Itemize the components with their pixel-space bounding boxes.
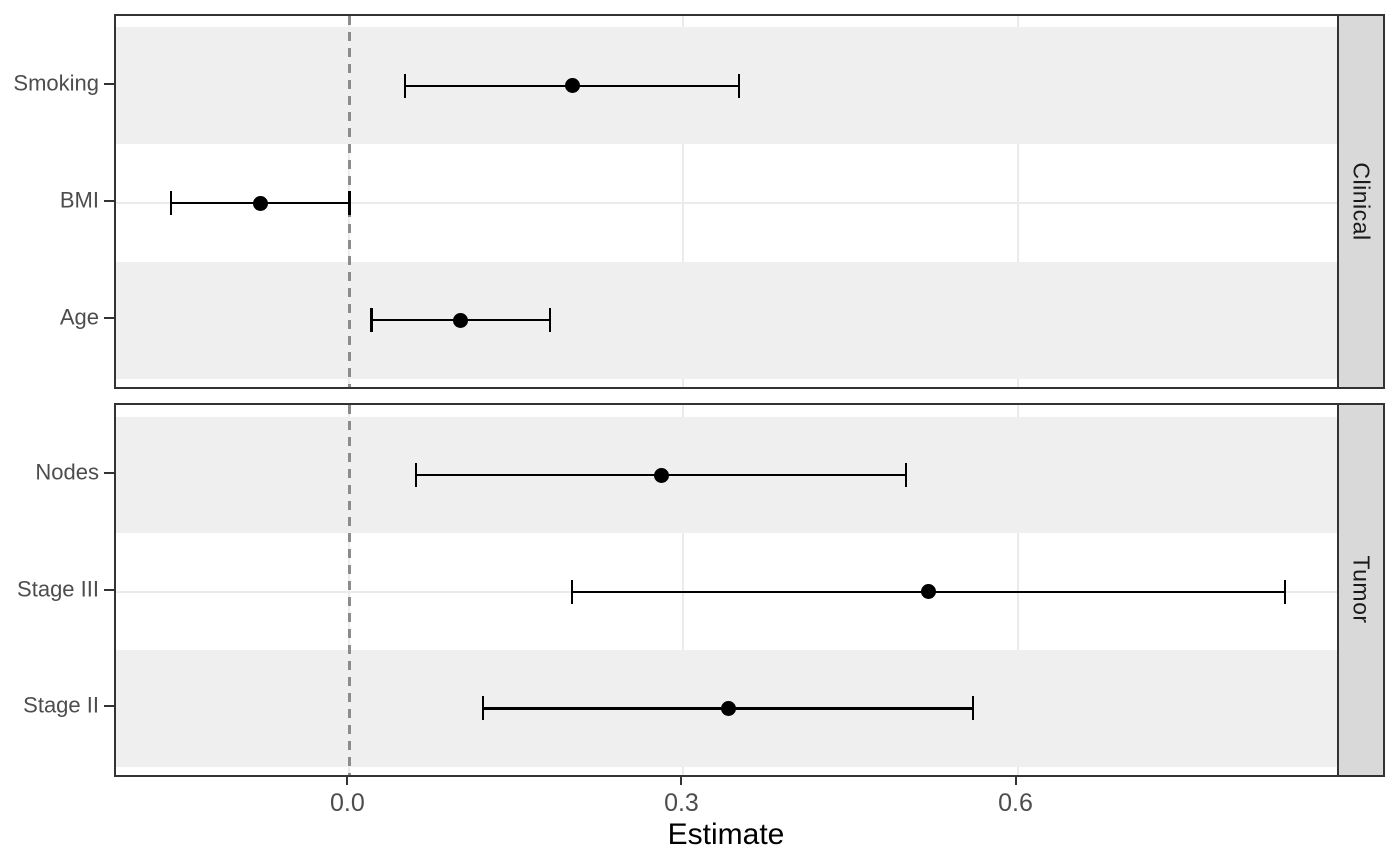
- gridline-x-0.6: [1016, 15, 1019, 387]
- point-estimate-age: [453, 312, 469, 328]
- errorbar-cap-low-stage-ii: [481, 696, 485, 721]
- errorbar-cap-low-nodes: [414, 463, 418, 488]
- row-stripe-age: [115, 261, 1337, 379]
- facet-strip-clinical: Clinical: [1337, 13, 1385, 389]
- point-estimate-nodes: [653, 467, 669, 483]
- errorbar-cap-low-stage-iii: [570, 579, 574, 604]
- y-axis-label-age: Age: [59, 304, 99, 330]
- gridline-x-0.3: [682, 405, 685, 775]
- y-axis-label-nodes: Nodes: [35, 459, 99, 485]
- y-axis-tick-smoking: [103, 82, 114, 85]
- errorbar-cap-high-nodes: [904, 463, 908, 488]
- gridline-y-bmi: [115, 202, 1337, 204]
- facet-strip-label-tumor: Tumor: [1348, 555, 1375, 624]
- errorbar-cap-high-stage-ii: [971, 696, 975, 721]
- point-estimate-bmi: [252, 195, 268, 211]
- x-axis-tick-label-0.6: 0.6: [998, 789, 1033, 817]
- x-axis-tick-0.0: [346, 776, 349, 785]
- y-axis-label-stage-iii: Stage III: [17, 576, 99, 602]
- errorbar-cap-high-smoking: [737, 73, 741, 98]
- point-estimate-stage-iii: [920, 584, 936, 600]
- facet-panel-clinical: [113, 13, 1339, 389]
- errorbar-cap-low-bmi: [169, 191, 173, 215]
- zero-reference-line: [348, 405, 351, 775]
- errorbar-cap-high-stage-iii: [1283, 579, 1287, 604]
- y-axis-tick-age: [103, 317, 114, 320]
- facet-strip-label-clinical: Clinical: [1348, 161, 1375, 241]
- point-estimate-stage-ii: [720, 700, 736, 716]
- x-axis-tick-0.3: [680, 776, 683, 785]
- y-axis-label-smoking: Smoking: [13, 70, 99, 96]
- y-axis-tick-stage-iii: [103, 588, 114, 591]
- facet-strip-tumor: Tumor: [1337, 403, 1385, 777]
- y-axis-label-bmi: BMI: [59, 187, 99, 213]
- x-axis-tick-label-0.3: 0.3: [664, 789, 699, 817]
- errorbar-cap-low-age: [370, 308, 373, 333]
- y-axis-label-stage-ii: Stage II: [23, 692, 99, 718]
- y-axis-tick-nodes: [103, 472, 114, 475]
- gridline-x-0.6: [1016, 405, 1019, 775]
- y-axis-tick-stage-ii: [103, 705, 114, 708]
- facet-panel-tumor: [113, 403, 1339, 777]
- errorbar-cap-high-age: [548, 308, 552, 333]
- errorbar-cap-low-smoking: [403, 73, 407, 98]
- x-axis-tick-0.6: [1014, 776, 1017, 785]
- y-axis-tick-bmi: [103, 200, 114, 202]
- errorbar-cap-high-bmi: [348, 191, 351, 215]
- x-axis-title: Estimate: [667, 818, 785, 851]
- point-estimate-smoking: [564, 78, 580, 94]
- x-axis-tick-label-0.0: 0.0: [329, 789, 365, 817]
- gridline-x-0.3: [682, 15, 685, 387]
